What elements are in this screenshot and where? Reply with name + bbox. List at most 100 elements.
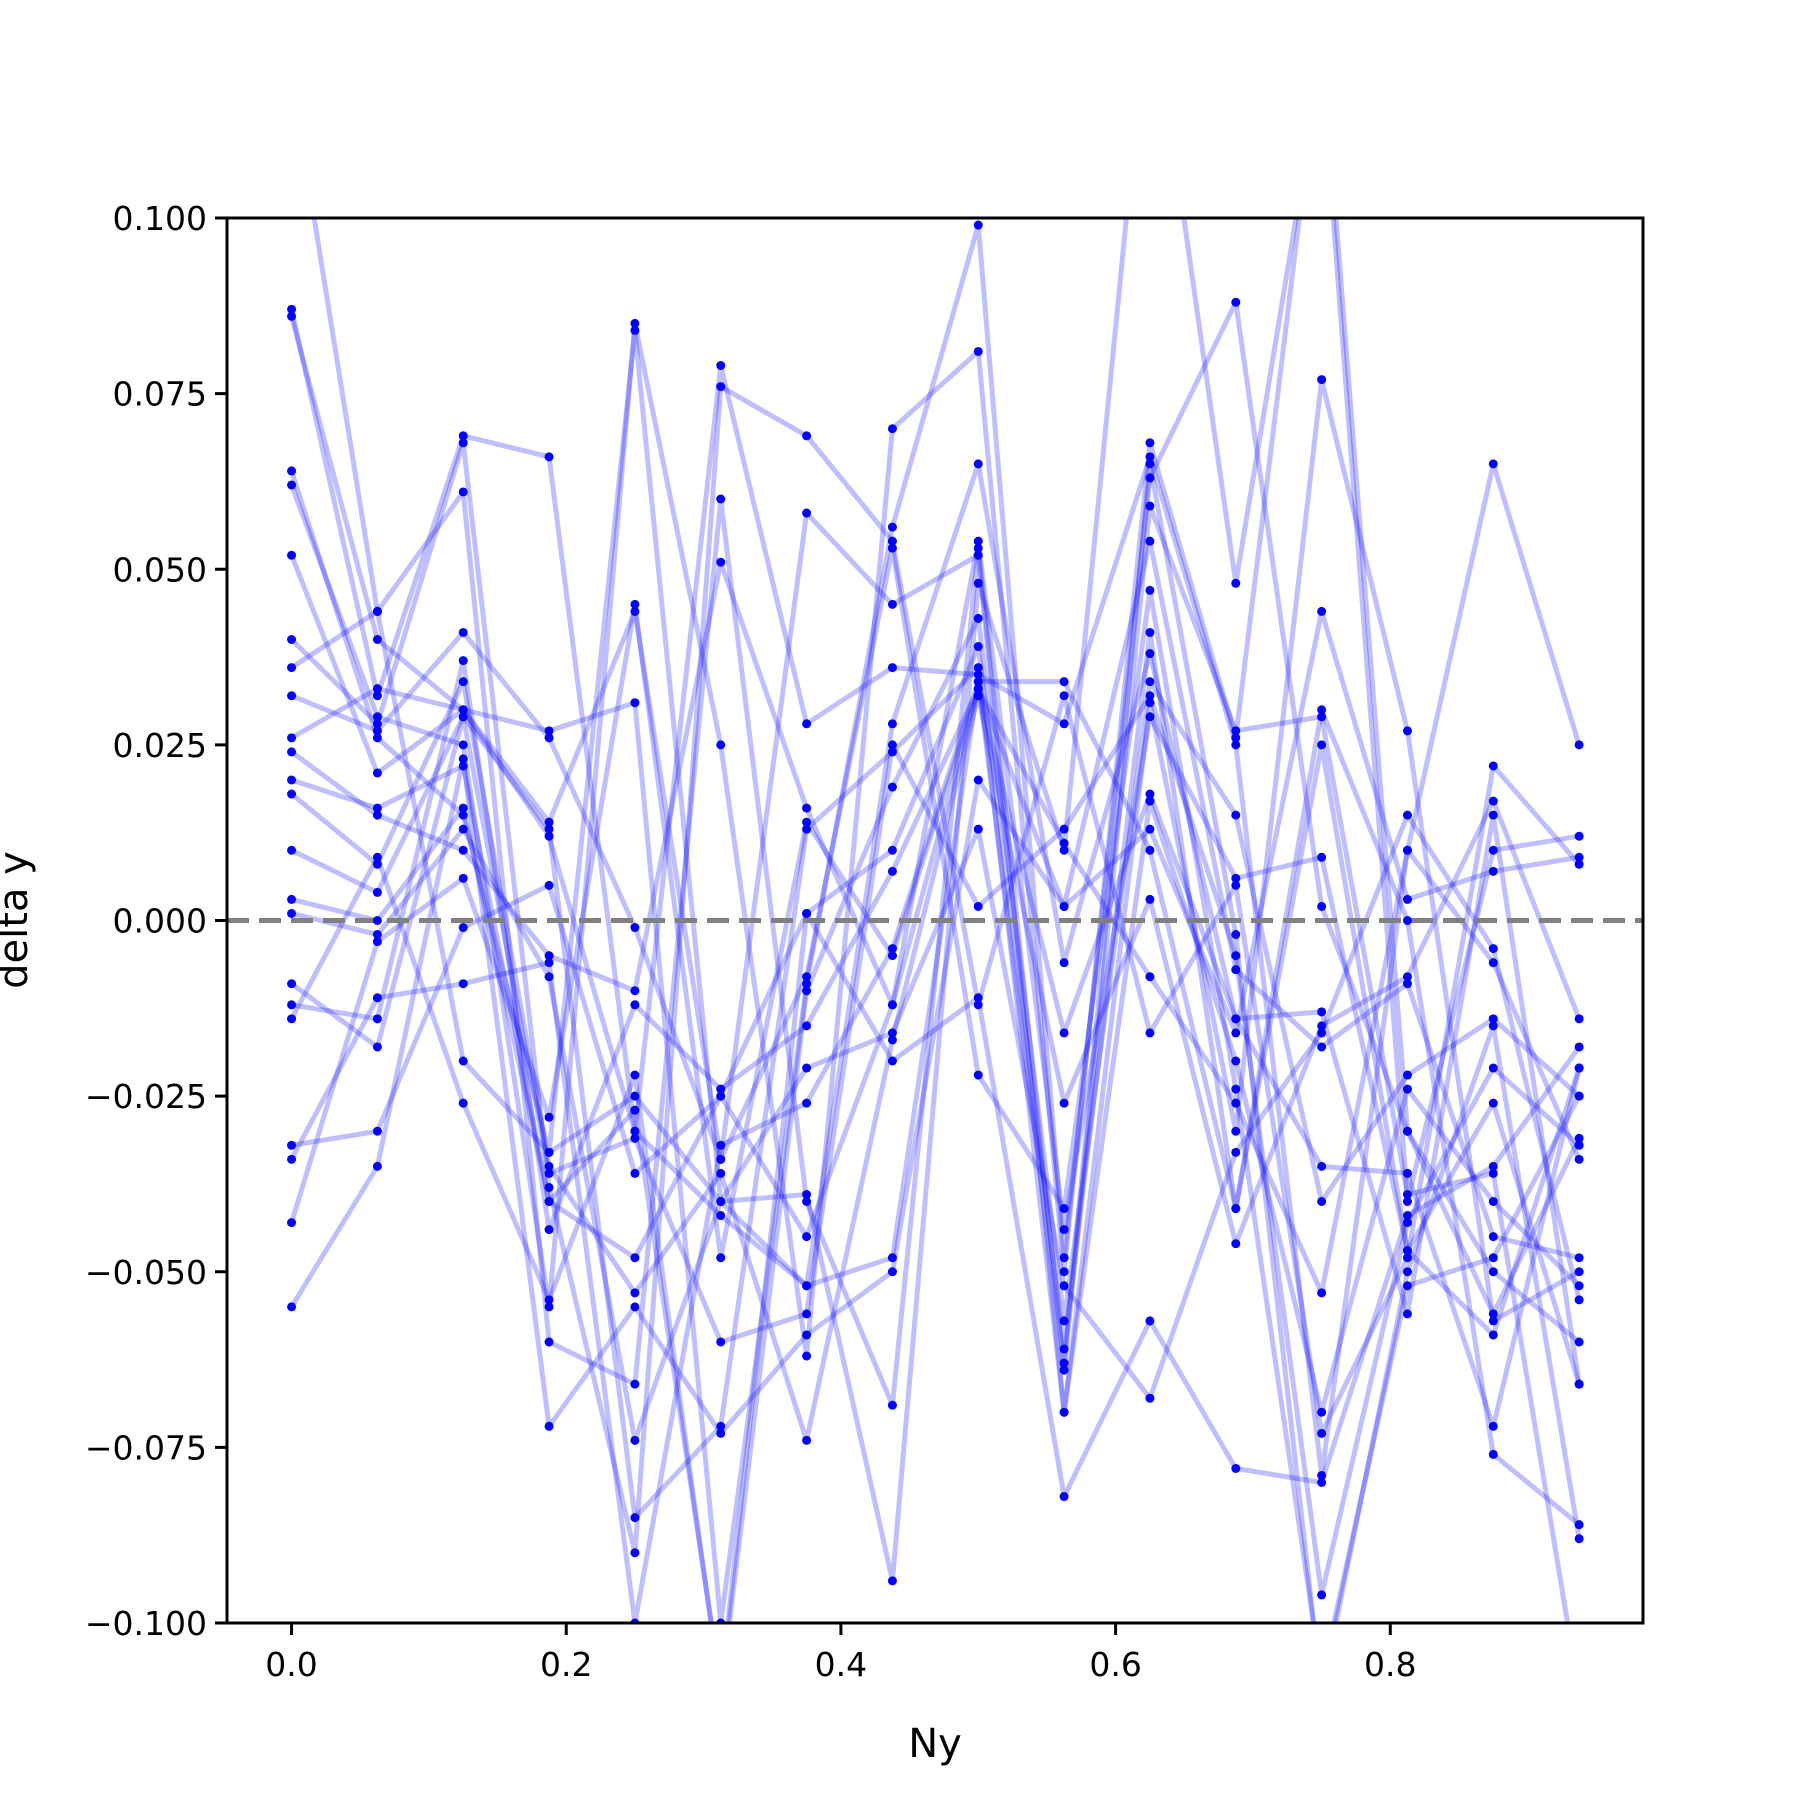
data-point <box>1145 698 1155 708</box>
x-tick-label: 0.2 <box>540 1645 592 1684</box>
data-point <box>1317 1042 1327 1052</box>
data-point <box>973 684 983 694</box>
data-point <box>1059 838 1069 848</box>
series-line-5 <box>289 218 1581 1359</box>
y-axis-label: delta y <box>0 851 37 989</box>
data-point <box>1059 1098 1069 1108</box>
data-point <box>287 466 297 476</box>
data-point <box>1145 1028 1155 1038</box>
data-point <box>287 747 297 757</box>
data-point <box>716 1168 726 1178</box>
data-point <box>1574 1520 1584 1530</box>
data-point <box>1488 810 1498 820</box>
data-point <box>544 1112 554 1122</box>
data-point <box>1317 1689 1326 1698</box>
data-point <box>1574 831 1584 841</box>
data-point <box>1402 726 1412 736</box>
data-point <box>458 712 468 722</box>
series-line-10 <box>290 461 1582 1429</box>
data-point <box>973 824 983 834</box>
data-point <box>1488 1421 1498 1431</box>
data-point <box>1317 1288 1327 1298</box>
data-point <box>802 1098 812 1108</box>
data-point <box>1059 1365 1069 1375</box>
data-point <box>973 642 983 652</box>
data-point <box>887 740 897 750</box>
data-point <box>1402 1267 1412 1277</box>
x-tick-label: 0.6 <box>1089 1645 1141 1684</box>
series-line-14 <box>290 665 1581 1521</box>
data-point <box>287 733 297 743</box>
y-tick-label: 0.100 <box>113 199 207 238</box>
data-point <box>1488 1232 1498 1242</box>
data-point <box>287 480 297 490</box>
data-point <box>887 1056 897 1066</box>
data-point <box>1317 606 1327 616</box>
data-point <box>802 1232 812 1242</box>
data-point <box>802 979 812 989</box>
data-point <box>1488 1309 1498 1319</box>
series-line-11 <box>290 559 1580 1036</box>
data-point <box>802 908 812 918</box>
series-line-2 <box>289 222 1582 1623</box>
data-point <box>544 1302 554 1312</box>
data-point <box>1402 1309 1412 1319</box>
y-tick-label: 0.025 <box>113 726 207 765</box>
data-point <box>887 536 897 546</box>
data-point <box>802 1197 812 1206</box>
data-point <box>372 719 382 729</box>
data-point <box>630 1105 640 1115</box>
data-point <box>887 944 897 954</box>
y-tick-label: −0.025 <box>85 1077 207 1116</box>
series-line-1 <box>311 218 1582 1623</box>
data-point <box>887 522 897 532</box>
data-point <box>630 1379 640 1389</box>
data-point <box>973 677 983 687</box>
data-point <box>1059 1407 1069 1417</box>
data-point <box>458 705 468 715</box>
data-point <box>1145 501 1155 511</box>
data-point <box>544 1337 554 1347</box>
data-point <box>1231 578 1241 588</box>
data-point <box>372 733 382 743</box>
data-point <box>887 1576 897 1586</box>
data-point <box>716 1253 726 1263</box>
data-point <box>1145 789 1155 799</box>
data-point <box>287 73 296 82</box>
data-point <box>887 1267 897 1277</box>
data-point <box>973 1000 983 1010</box>
data-point <box>544 1421 554 1431</box>
data-point <box>1059 1225 1069 1235</box>
data-point <box>1231 733 1241 743</box>
data-point <box>1574 1140 1584 1150</box>
data-point <box>544 831 554 841</box>
data-point <box>630 1000 640 1010</box>
data-point <box>716 740 726 750</box>
data-point <box>1059 901 1069 911</box>
x-axis-label: Ny <box>908 1721 962 1767</box>
data-point <box>1145 536 1155 546</box>
data-point <box>973 691 983 701</box>
data-point <box>1488 1021 1498 1031</box>
data-point <box>973 346 983 356</box>
data-point <box>1574 740 1584 750</box>
data-point <box>1059 1281 1069 1291</box>
data-point <box>1574 1281 1584 1291</box>
data-point <box>1231 965 1241 975</box>
data-point <box>630 325 640 335</box>
data-point <box>1231 1098 1241 1108</box>
data-point <box>802 817 812 827</box>
data-point <box>1488 1168 1498 1178</box>
data-point <box>1145 649 1155 659</box>
data-point <box>716 1091 726 1101</box>
data-point <box>1059 1204 1069 1214</box>
data-point <box>802 508 812 518</box>
data-point <box>1402 1253 1412 1263</box>
data-point <box>458 1056 468 1066</box>
data-point <box>716 557 726 567</box>
data-point <box>1059 677 1069 687</box>
data-point <box>372 916 382 925</box>
data-point <box>1574 1154 1584 1164</box>
data-point <box>1145 438 1155 448</box>
